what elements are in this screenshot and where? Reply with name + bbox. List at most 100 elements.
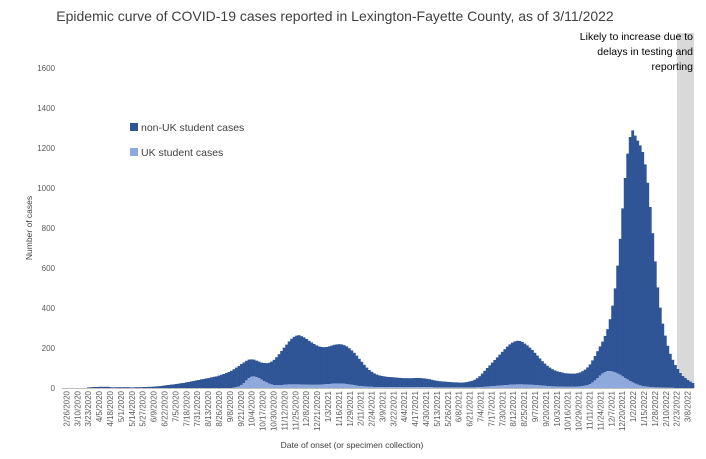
uk-bar (388, 387, 391, 388)
non-uk-bar (372, 373, 376, 387)
non-uk-bar (483, 370, 487, 387)
non-uk-bar (638, 145, 642, 386)
uk-bar (403, 387, 406, 388)
x-tick-label: 6/8/2021 (455, 390, 464, 422)
uk-bar (272, 385, 276, 388)
uk-bar (275, 385, 278, 388)
uk-bar (473, 387, 477, 388)
non-uk-bar (663, 335, 667, 388)
uk-bar (395, 387, 399, 388)
non-uk-bar (626, 153, 630, 380)
x-tick-label: 10/29/2021 (575, 390, 584, 431)
uk-bar (270, 384, 273, 388)
uk-bar (503, 385, 507, 388)
non-uk-bar (413, 378, 416, 387)
non-uk-bar (360, 361, 364, 387)
uk-bar (235, 387, 238, 388)
non-uk-bar (272, 359, 276, 385)
non-uk-bar (530, 350, 534, 385)
non-uk-bar (159, 386, 163, 388)
x-tick-label: 10/17/2020 (259, 390, 268, 431)
uk-bar (337, 383, 341, 388)
non-uk-bar (510, 342, 514, 385)
x-tick-label: 5/26/2021 (444, 390, 453, 426)
uk-bar (300, 384, 304, 388)
uk-bar (400, 387, 404, 388)
uk-bar (623, 378, 627, 388)
non-uk-bar (174, 384, 178, 388)
non-uk-bar (285, 344, 289, 385)
legend-swatch-non-uk (130, 123, 138, 131)
non-uk-bar (566, 373, 569, 387)
non-uk-bar (395, 377, 399, 387)
uk-bar (606, 371, 610, 388)
non-uk-bar (357, 358, 361, 386)
non-uk-bar (355, 355, 359, 386)
x-tick-label: 8/13/2020 (204, 390, 213, 426)
non-uk-bar (295, 335, 299, 385)
x-axis-label: Date of onset (or specimen collection) (281, 440, 424, 450)
non-uk-bar (257, 361, 261, 378)
non-uk-bar (448, 382, 452, 388)
non-uk-bar (172, 384, 176, 388)
non-uk-bar (102, 386, 105, 388)
non-uk-bar (147, 386, 151, 388)
uk-bar (488, 386, 492, 388)
non-uk-bar (214, 376, 218, 388)
uk-bar (505, 385, 509, 388)
uk-bar (440, 387, 444, 388)
uk-bar (616, 373, 620, 388)
non-uk-bar (240, 364, 243, 385)
uk-bar (601, 373, 605, 388)
uk-bar (277, 385, 281, 388)
non-uk-bar (315, 345, 319, 385)
uk-bar (285, 384, 289, 388)
uk-bar (638, 385, 642, 388)
uk-bar (581, 386, 584, 388)
uk-bar (322, 384, 326, 388)
non-uk-bar (546, 365, 549, 386)
non-uk-bar (515, 340, 519, 385)
non-uk-bar (139, 387, 143, 388)
non-uk-bar (322, 347, 326, 385)
non-uk-bar (247, 359, 251, 378)
uk-bar (480, 387, 484, 388)
uk-bar (538, 385, 542, 388)
non-uk-bar (104, 386, 108, 388)
uk-bar (478, 387, 482, 388)
uk-bar (252, 376, 256, 388)
non-uk-bar (568, 373, 572, 387)
non-uk-bar (189, 381, 193, 388)
non-uk-bar (265, 363, 268, 383)
non-uk-bar (523, 343, 527, 385)
uk-bar (383, 387, 386, 388)
non-uk-bar (498, 354, 502, 386)
non-uk-bar (536, 355, 539, 386)
non-uk-bar (593, 356, 597, 381)
x-tick-label: 9/8/2020 (226, 390, 235, 422)
uk-bar (626, 379, 630, 388)
y-tick-label: 1400 (37, 104, 55, 113)
non-uk-bar (398, 377, 401, 387)
x-tick-label: 7/17/2021 (487, 390, 496, 426)
non-uk-bar (199, 379, 203, 388)
uk-bar (312, 384, 316, 388)
x-tick-label: 4/4/2021 (400, 390, 409, 422)
non-uk-bar (310, 342, 314, 385)
non-uk-bar (330, 345, 334, 384)
x-tick-label: 11/11/2021 (586, 390, 595, 429)
uk-bar (566, 386, 569, 388)
non-uk-bar (179, 383, 183, 388)
non-uk-bar (235, 367, 238, 388)
uk-bar (367, 386, 371, 388)
uk-bar (398, 387, 401, 388)
incomplete-data-shade (677, 33, 694, 389)
non-uk-bar (503, 349, 507, 386)
x-tick-label: 3/9/2021 (378, 390, 387, 422)
x-tick-label: 7/30/2021 (498, 390, 507, 426)
non-uk-bar (119, 387, 123, 388)
uk-bar (247, 378, 251, 388)
non-uk-bar (345, 346, 349, 384)
non-uk-bar (222, 374, 226, 388)
non-uk-bar (197, 380, 201, 388)
